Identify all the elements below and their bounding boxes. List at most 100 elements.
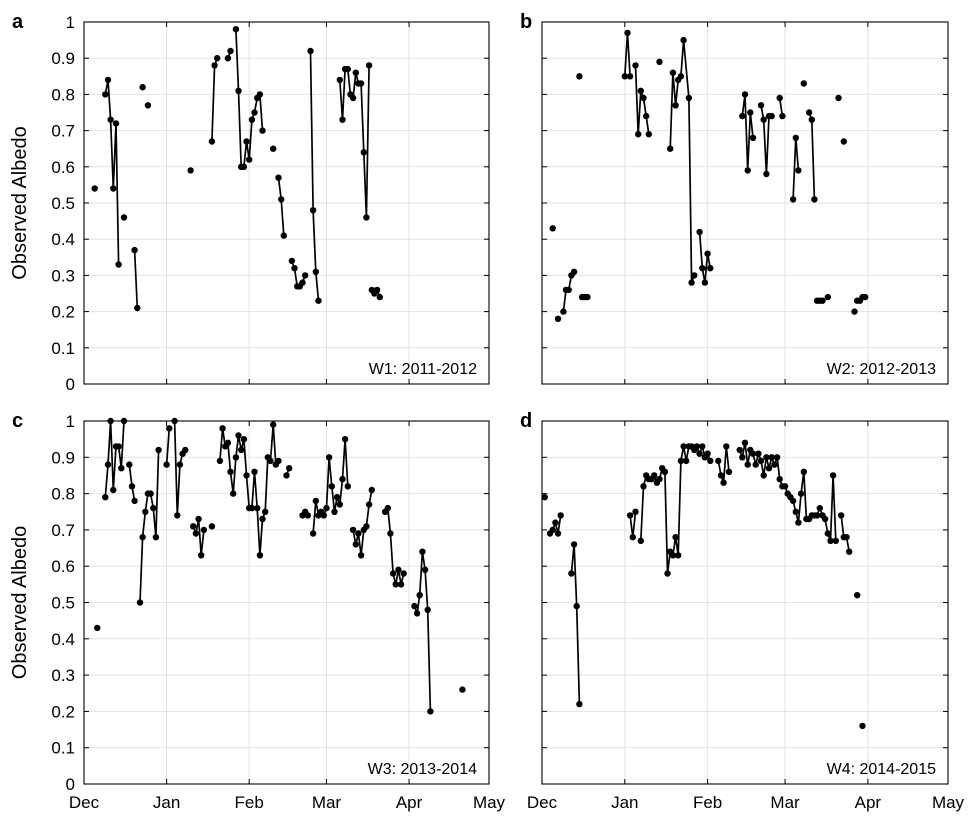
data-point xyxy=(357,80,365,87)
data-point xyxy=(757,102,765,109)
data-point xyxy=(699,443,706,450)
data-point xyxy=(656,58,663,65)
data-point xyxy=(776,94,783,102)
data-point xyxy=(626,512,634,519)
data-point xyxy=(677,73,685,80)
data-point xyxy=(104,76,112,84)
y-tick-label: 0.9 xyxy=(51,49,75,68)
data-point xyxy=(208,138,216,145)
data-point xyxy=(838,512,845,519)
data-point xyxy=(560,308,567,315)
data-point xyxy=(259,515,266,523)
y-tick-label: 0.5 xyxy=(51,194,75,213)
data-point xyxy=(632,508,639,515)
data-point xyxy=(232,26,240,33)
y-tick-label: 0.3 xyxy=(51,266,75,285)
data-point xyxy=(554,530,562,537)
season-label: W3: 2013-2014 xyxy=(368,761,478,778)
data-point xyxy=(251,109,258,116)
data-point xyxy=(419,548,426,555)
data-point xyxy=(136,599,144,606)
data-point xyxy=(854,592,861,599)
data-point xyxy=(325,454,333,461)
data-point xyxy=(755,450,762,457)
data-point xyxy=(115,261,122,268)
data-point xyxy=(645,131,652,138)
data-point xyxy=(341,436,349,443)
data-point xyxy=(827,537,834,544)
data-point xyxy=(400,570,407,577)
data-point xyxy=(792,134,799,141)
x-tick-label: Dec xyxy=(527,793,558,812)
data-point xyxy=(427,708,434,715)
data-point xyxy=(805,109,813,116)
data-point xyxy=(283,472,290,479)
series-line-segment xyxy=(840,515,851,552)
series-line-segment xyxy=(211,57,218,142)
data-point xyxy=(635,131,642,138)
data-point xyxy=(715,457,722,465)
data-point xyxy=(200,526,208,534)
data-point xyxy=(669,552,677,559)
data-point xyxy=(227,47,234,55)
data-point xyxy=(120,214,128,221)
data-point xyxy=(267,457,274,465)
data-point xyxy=(795,167,802,174)
data-point xyxy=(757,457,765,465)
data-point xyxy=(259,127,266,134)
series-line-segment xyxy=(104,420,125,498)
data-point xyxy=(320,512,327,519)
data-point xyxy=(251,468,258,475)
data-point xyxy=(632,62,639,69)
data-point xyxy=(459,686,466,693)
data-point xyxy=(139,84,146,91)
x-tick-label: Mar xyxy=(312,793,342,812)
data-point xyxy=(621,73,628,80)
data-point xyxy=(224,55,232,62)
data-point xyxy=(240,163,248,170)
data-point xyxy=(624,29,631,37)
data-point xyxy=(163,461,170,468)
data-point xyxy=(811,196,818,203)
data-point xyxy=(413,610,421,617)
data-point xyxy=(643,112,650,120)
x-tick-label: Mar xyxy=(770,793,800,812)
data-point xyxy=(747,109,754,116)
data-point xyxy=(333,494,341,501)
data-point xyxy=(235,87,242,95)
data-point xyxy=(107,116,114,123)
data-point xyxy=(763,170,770,178)
data-point xyxy=(704,250,711,257)
data-point xyxy=(667,145,674,152)
data-point xyxy=(707,265,714,272)
data-point xyxy=(843,534,850,541)
data-point xyxy=(851,308,858,315)
data-point xyxy=(584,293,591,301)
data-point xyxy=(691,272,698,279)
data-point xyxy=(685,94,693,102)
data-point xyxy=(672,102,679,109)
data-point xyxy=(270,421,277,428)
y-tick-label: 0.1 xyxy=(51,739,75,758)
x-tick-label: Jan xyxy=(611,793,638,812)
data-point xyxy=(349,526,357,534)
y-tick-label: 0.4 xyxy=(51,230,75,249)
data-point xyxy=(816,504,823,512)
data-point xyxy=(779,112,786,120)
data-point xyxy=(131,246,138,254)
series-line-segment xyxy=(128,464,136,502)
data-point xyxy=(195,515,202,523)
data-point xyxy=(819,297,826,304)
x-tick-label: Apr xyxy=(855,793,882,812)
data-point xyxy=(152,534,160,541)
series-line-segment xyxy=(338,65,370,219)
data-point xyxy=(243,138,250,145)
data-point xyxy=(224,439,232,446)
data-point xyxy=(821,515,829,523)
data-point xyxy=(416,592,423,599)
data-point xyxy=(309,530,317,537)
y-tick-label: 1 xyxy=(66,13,75,32)
data-point xyxy=(352,541,359,548)
data-point xyxy=(309,207,317,214)
